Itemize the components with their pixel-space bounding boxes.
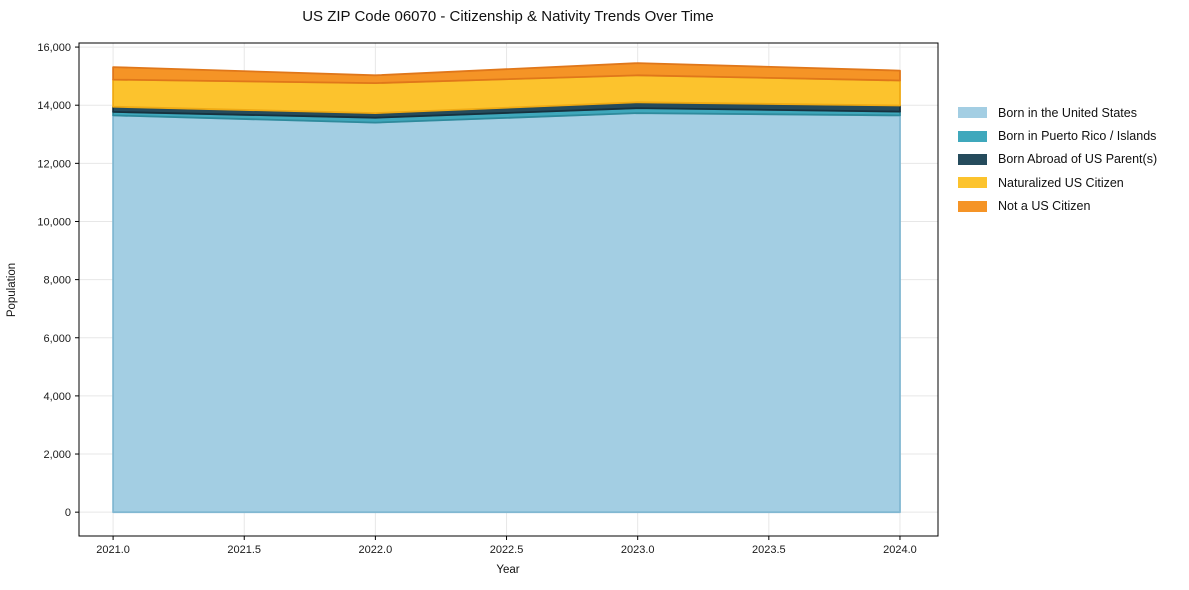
plot-border xyxy=(78,42,939,537)
y-tick-label: 12,000 xyxy=(37,158,71,170)
legend-item: Born Abroad of US Parent(s) xyxy=(958,148,1157,171)
chart-title: US ZIP Code 06070 - Citizenship & Nativi… xyxy=(302,8,714,25)
y-tick-label: 4,000 xyxy=(43,391,71,403)
area-layer-not-a-us-citizen xyxy=(112,62,901,84)
x-tick-label: 2021.0 xyxy=(96,544,130,556)
legend-swatch xyxy=(958,130,987,142)
y-tick-label: 16,000 xyxy=(37,42,71,54)
x-tick-label: 2021.5 xyxy=(227,544,261,556)
legend: Born in the United States Born in Puerto… xyxy=(958,101,1157,218)
legend-item-label: Naturalized US Citizen xyxy=(998,175,1124,190)
legend-item-label: Born Abroad of US Parent(s) xyxy=(998,152,1158,167)
y-tick-label: 6,000 xyxy=(43,333,71,345)
legend-item-label: Born in Puerto Rico / Islands xyxy=(998,129,1157,144)
legend-item: Born in Puerto Rico / Islands xyxy=(958,124,1157,147)
y-tick-label: 0 xyxy=(65,507,71,519)
legend-item: Naturalized US Citizen xyxy=(958,171,1157,194)
x-axis-label: Year xyxy=(496,564,520,576)
y-tick-label: 10,000 xyxy=(37,216,71,228)
legend-item-label: Born in the United States xyxy=(998,105,1137,120)
x-tick-label: 2022.5 xyxy=(490,544,524,556)
x-tick-label: 2024.0 xyxy=(883,544,917,556)
x-tick-label: 2022.0 xyxy=(359,544,393,556)
area-layer-born-in-the-united-states xyxy=(112,112,901,514)
legend-swatch xyxy=(958,200,987,212)
y-tick-label: 14,000 xyxy=(37,100,71,112)
legend-swatch xyxy=(958,153,987,165)
x-tick-label: 2023.5 xyxy=(752,544,786,556)
y-axis-label: Population xyxy=(6,262,18,318)
x-tick-label: 2023.0 xyxy=(621,544,655,556)
legend-item: Not a US Citizen xyxy=(958,195,1157,218)
legend-swatch xyxy=(958,177,987,189)
legend-item: Born in the United States xyxy=(958,101,1157,124)
y-tick-label: 2,000 xyxy=(43,449,71,461)
y-tick-label: 8,000 xyxy=(43,275,71,287)
legend-swatch xyxy=(958,107,987,119)
legend-item-label: Not a US Citizen xyxy=(998,199,1091,214)
